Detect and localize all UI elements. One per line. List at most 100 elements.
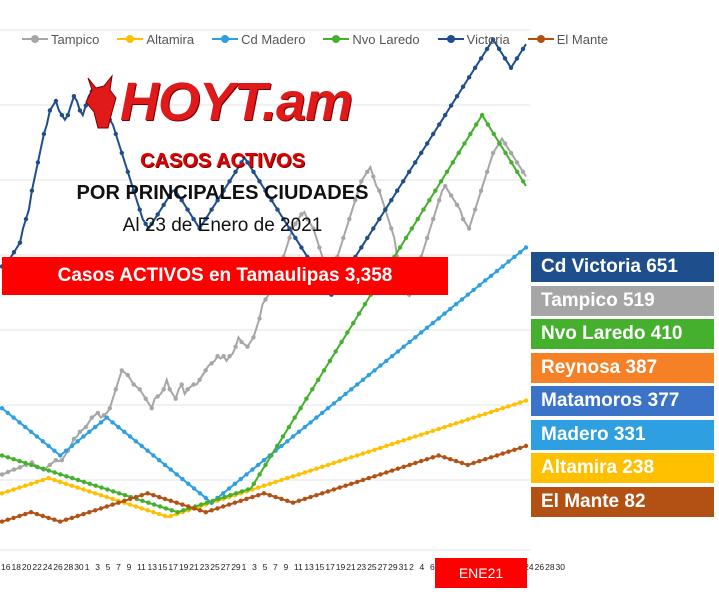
point-victoria-142 bbox=[425, 141, 430, 146]
title-ciudades: POR PRINCIPALES CIUDADES bbox=[76, 182, 369, 204]
point-altamira-8 bbox=[23, 483, 28, 488]
point-nvo-laredo-78 bbox=[228, 493, 233, 498]
point-cd-madero-68 bbox=[197, 491, 203, 496]
point-nvo-laredo-124 bbox=[362, 302, 368, 307]
point-cd-madero-102 bbox=[296, 429, 302, 434]
point-victoria-54 bbox=[161, 202, 166, 208]
point-tampico-44 bbox=[131, 382, 136, 387]
point-victoria-26 bbox=[77, 108, 83, 113]
point-altamira-140 bbox=[407, 436, 412, 441]
x-tick-9: 3 bbox=[95, 562, 100, 572]
box-matamoros: Matamoros 377 bbox=[531, 386, 714, 416]
point-el-mante-132 bbox=[384, 470, 389, 475]
point-victoria-98 bbox=[293, 235, 298, 241]
point-nvo-laredo-176 bbox=[515, 169, 520, 174]
point-el-mante-36 bbox=[104, 504, 110, 509]
point-victoria-58 bbox=[173, 188, 178, 193]
point-tampico-74 bbox=[221, 354, 226, 359]
point-victoria-8 bbox=[23, 216, 29, 222]
point-cd-madero-18 bbox=[52, 448, 57, 453]
point-victoria-44 bbox=[131, 188, 136, 193]
point-tampico-70 bbox=[209, 361, 214, 366]
point-cd-madero-142 bbox=[413, 335, 418, 340]
point-cd-madero-160 bbox=[465, 292, 470, 297]
point-cd-madero-34 bbox=[98, 420, 104, 425]
x-tick-1: 18 bbox=[12, 562, 22, 572]
point-el-mante-148 bbox=[430, 455, 435, 460]
point-cd-madero-104 bbox=[302, 424, 307, 430]
point-nvo-laredo-150 bbox=[438, 179, 444, 184]
point-victoria-84 bbox=[251, 169, 256, 174]
point-tampico-56 bbox=[167, 387, 172, 392]
point-el-mante-8 bbox=[23, 511, 28, 517]
x-tick-23: 1 bbox=[242, 562, 247, 572]
point-tampico-36 bbox=[107, 406, 113, 411]
point-el-mante-162 bbox=[471, 460, 476, 466]
point-victoria-162 bbox=[484, 46, 490, 52]
point-el-mante-96 bbox=[279, 496, 284, 502]
legend-swatch-tampico bbox=[22, 34, 48, 44]
point-altamira-48 bbox=[139, 506, 144, 511]
legend-item-victoria: Victoria bbox=[437, 32, 510, 47]
point-victoria-80 bbox=[239, 160, 244, 165]
point-tampico-60 bbox=[179, 382, 184, 387]
point-el-mante-4 bbox=[11, 515, 16, 521]
point-cd-madero-174 bbox=[506, 259, 511, 264]
point-tampico-4 bbox=[11, 467, 17, 472]
point-tampico-76 bbox=[227, 354, 232, 359]
x-tick-6: 28 bbox=[64, 562, 74, 572]
point-cd-madero-44 bbox=[127, 434, 133, 439]
point-cd-madero-6 bbox=[17, 420, 22, 425]
point-el-mante-144 bbox=[419, 458, 424, 464]
point-victoria-156 bbox=[466, 75, 472, 80]
city-value-boxes: Cd Victoria 651 Tampico 519 Nvo Laredo 4… bbox=[531, 252, 714, 520]
point-nvo-laredo-168 bbox=[491, 131, 496, 137]
point-cd-madero-114 bbox=[331, 401, 337, 406]
point-cd-madero-176 bbox=[512, 254, 517, 260]
point-el-mante-16 bbox=[46, 515, 51, 521]
point-tampico-162 bbox=[484, 169, 490, 174]
point-nvo-laredo-32 bbox=[93, 483, 98, 488]
point-nvo-laredo-104 bbox=[304, 396, 309, 401]
point-cd-madero-96 bbox=[279, 443, 284, 449]
point-el-mante-172 bbox=[500, 451, 505, 456]
point-el-mante-34 bbox=[98, 506, 104, 511]
point-el-mante-84 bbox=[244, 496, 249, 502]
point-victoria-66 bbox=[197, 226, 202, 231]
point-cd-madero-82 bbox=[238, 476, 243, 482]
point-tampico-170 bbox=[508, 150, 514, 156]
point-el-mante-168 bbox=[488, 455, 494, 460]
point-victoria-6 bbox=[17, 240, 23, 245]
point-altamira-146 bbox=[424, 430, 430, 435]
point-victoria-152 bbox=[454, 94, 460, 99]
point-tampico-82 bbox=[245, 344, 250, 349]
point-tampico-148 bbox=[443, 183, 448, 189]
point-nvo-laredo-138 bbox=[403, 235, 409, 241]
point-nvo-laredo-100 bbox=[292, 415, 297, 420]
point-cd-madero-156 bbox=[453, 302, 459, 307]
point-cd-madero-180 bbox=[523, 245, 529, 250]
point-tampico-150 bbox=[448, 193, 454, 198]
point-cd-madero-16 bbox=[46, 443, 51, 449]
point-el-mante-118 bbox=[343, 483, 348, 488]
legend-label-el-mante: El Mante bbox=[556, 31, 609, 47]
title-date: Al 23 de Enero de 2021 bbox=[122, 215, 323, 236]
point-cd-madero-132 bbox=[384, 358, 389, 364]
legend-swatch-victoria bbox=[437, 34, 464, 44]
point-altamira-160 bbox=[465, 417, 470, 422]
point-el-mante-126 bbox=[366, 475, 371, 481]
point-nvo-laredo-52 bbox=[152, 502, 157, 507]
point-altamira-174 bbox=[506, 404, 511, 409]
x-tick-17: 19 bbox=[179, 562, 189, 572]
point-cd-madero-62 bbox=[180, 476, 185, 482]
point-victoria-164 bbox=[490, 37, 496, 42]
x-tick-37: 29 bbox=[388, 562, 398, 572]
point-victoria-174 bbox=[520, 46, 526, 52]
point-nvo-laredo-30 bbox=[87, 481, 93, 486]
point-el-mante-54 bbox=[157, 494, 162, 500]
point-altamira-118 bbox=[343, 457, 348, 462]
point-cd-madero-164 bbox=[477, 283, 482, 288]
point-nvo-laredo-38 bbox=[111, 489, 116, 494]
point-victoria-146 bbox=[437, 122, 442, 127]
